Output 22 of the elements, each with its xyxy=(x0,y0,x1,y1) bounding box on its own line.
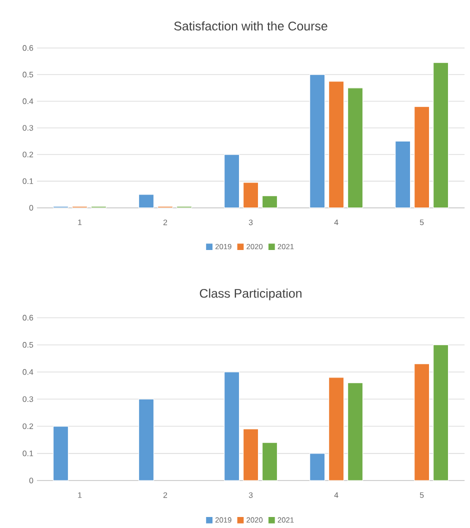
bar xyxy=(395,140,411,208)
bar xyxy=(414,364,430,481)
bar xyxy=(433,62,449,208)
bar xyxy=(224,372,240,481)
bar xyxy=(262,196,278,208)
bar xyxy=(348,382,364,481)
bar xyxy=(262,442,278,481)
chart-title: Class Participation xyxy=(200,288,302,300)
bar xyxy=(138,398,154,481)
bar xyxy=(243,182,259,208)
bar xyxy=(348,88,364,208)
bar xyxy=(243,428,259,481)
bar xyxy=(310,453,326,481)
bar xyxy=(310,74,326,208)
bar xyxy=(53,426,69,481)
bar xyxy=(328,80,344,208)
bar xyxy=(328,377,344,481)
chart-title: Satisfaction with the Course xyxy=(174,21,328,30)
bar xyxy=(433,344,449,481)
bar xyxy=(224,154,240,208)
bar xyxy=(414,106,430,208)
bar xyxy=(138,194,154,208)
